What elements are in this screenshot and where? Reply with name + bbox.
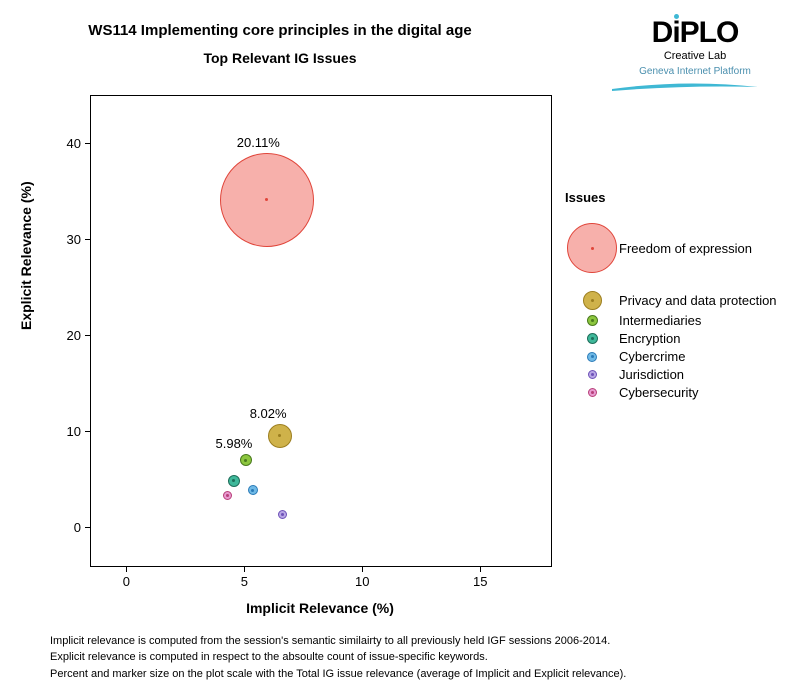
x-tick-mark [480, 566, 481, 572]
legend-marker-icon [588, 370, 597, 379]
x-tick-label: 0 [116, 574, 136, 589]
logo-platform: Geneva Internet Platform [610, 66, 780, 77]
y-tick-label: 0 [51, 520, 81, 535]
y-tick-mark [85, 431, 91, 432]
legend-marker-icon [587, 315, 598, 326]
footer-line: Implicit relevance is computed from the … [50, 633, 626, 650]
y-tick-label: 10 [51, 424, 81, 439]
data-point-center [244, 459, 247, 462]
legend-item: Cybersecurity [565, 385, 795, 400]
data-point-center [251, 489, 254, 492]
logo-block: DiPLO Creative Lab Geneva Internet Platf… [610, 18, 780, 93]
x-tick-mark [362, 566, 363, 572]
data-point-label: 5.98% [216, 436, 296, 451]
footer-notes: Implicit relevance is computed from the … [50, 633, 626, 683]
y-tick-mark [85, 335, 91, 336]
logo-swoosh-icon [610, 81, 760, 93]
legend-label: Intermediaries [619, 313, 795, 328]
footer-line: Percent and marker size on the plot scal… [50, 666, 626, 683]
x-tick-label: 15 [470, 574, 490, 589]
legend-marker-icon [588, 388, 597, 397]
legend-title: Issues [565, 190, 795, 205]
data-point-center [226, 494, 229, 497]
legend-marker-icon [587, 352, 597, 362]
y-tick-mark [85, 527, 91, 528]
y-axis-label: Explicit Relevance (%) [18, 181, 34, 330]
x-tick-label: 10 [352, 574, 372, 589]
legend-label: Freedom of expression [619, 241, 795, 256]
logo-text: DiPLO [610, 18, 780, 48]
legend-item: Intermediaries [565, 313, 795, 328]
legend-item: Encryption [565, 331, 795, 346]
x-tick-mark [244, 566, 245, 572]
footer-line: Explicit relevance is computed in respec… [50, 649, 626, 666]
legend-item: Privacy and data protection [565, 291, 795, 310]
y-tick-mark [85, 239, 91, 240]
legend-item: Freedom of expression [565, 223, 795, 273]
logo-subtitle: Creative Lab [610, 50, 780, 62]
y-tick-mark [85, 143, 91, 144]
legend-item: Cybercrime [565, 349, 795, 364]
x-tick-mark [126, 566, 127, 572]
chart-title-main: WS114 Implementing core principles in th… [0, 22, 560, 39]
data-point-label: 8.02% [250, 406, 330, 421]
legend-item: Jurisdiction [565, 367, 795, 382]
legend-label: Jurisdiction [619, 367, 795, 382]
chart-title-sub: Top Relevant IG Issues [0, 50, 560, 66]
data-point-center [281, 513, 284, 516]
scatter-plot: 05101501020304020.11%8.02%5.98% [90, 95, 552, 567]
legend-marker-icon [587, 333, 598, 344]
legend: Issues Freedom of expression Privacy and … [565, 190, 795, 403]
y-tick-label: 40 [51, 136, 81, 151]
y-tick-label: 20 [51, 328, 81, 343]
legend-marker-icon [567, 223, 617, 273]
legend-label: Cybercrime [619, 349, 795, 364]
x-axis-label: Implicit Relevance (%) [90, 600, 550, 616]
legend-label: Cybersecurity [619, 385, 795, 400]
data-point-label: 20.11% [237, 135, 317, 150]
legend-marker-icon [583, 291, 602, 310]
legend-label: Encryption [619, 331, 795, 346]
x-tick-label: 5 [234, 574, 254, 589]
y-tick-label: 30 [51, 232, 81, 247]
legend-label: Privacy and data protection [619, 293, 795, 308]
